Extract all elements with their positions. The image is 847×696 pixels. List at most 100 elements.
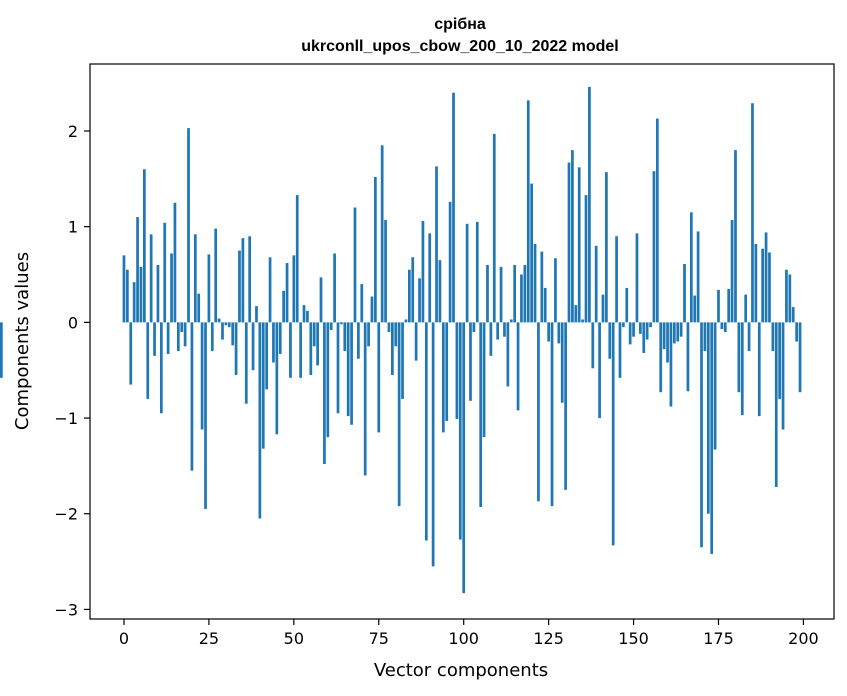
bar-153 (642, 322, 646, 353)
bar-176 (720, 322, 724, 330)
x-tick-label: 50 (284, 629, 304, 648)
bar-167 (689, 212, 693, 323)
bar-137 (588, 86, 591, 323)
y-tick-label: −1 (54, 409, 78, 428)
bar-42 (265, 322, 269, 390)
bar-113 (506, 322, 510, 387)
bar-191 (771, 322, 775, 352)
bar-86 (414, 322, 418, 361)
bar-158 (659, 322, 663, 393)
bar-123 (540, 251, 544, 323)
bar-133 (574, 305, 578, 323)
bar-5 (139, 266, 143, 323)
bar-50 (292, 255, 296, 323)
bar-68 (353, 207, 357, 323)
bar-162 (672, 322, 676, 344)
bar-1 (126, 269, 129, 323)
plot-frame (89, 63, 835, 620)
bar-91 (431, 322, 435, 567)
bar-70 (360, 284, 364, 323)
bar-2 (129, 322, 133, 385)
bar-51 (295, 195, 299, 323)
bar-83 (404, 319, 408, 323)
x-tick-label: 100 (448, 629, 479, 648)
bar-175 (717, 289, 720, 323)
bar-102 (469, 322, 472, 401)
bar-194 (781, 322, 785, 430)
bar-142 (605, 172, 608, 323)
bar-185 (751, 103, 754, 323)
bar-54 (306, 310, 309, 323)
bar-193 (778, 322, 781, 399)
bar-199 (798, 322, 802, 393)
bar-197 (791, 307, 795, 323)
bar-69 (357, 322, 360, 359)
bar-63 (336, 322, 340, 414)
bar-144 (611, 322, 615, 546)
bar-65 (343, 322, 347, 352)
bar-13 (166, 322, 170, 354)
bar-149 (628, 322, 632, 345)
bar-196 (788, 274, 792, 323)
y-tick-label: −2 (54, 505, 78, 524)
bar-21 (193, 234, 197, 323)
bar-189 (764, 232, 768, 323)
bar-28 (217, 318, 221, 323)
bar-87 (418, 278, 421, 323)
bar-39 (255, 306, 258, 323)
bar-155 (649, 322, 652, 328)
bar-81 (397, 322, 401, 507)
bar-139 (594, 245, 598, 323)
bar-134 (577, 167, 581, 323)
y-axis-label: Components values (12, 252, 33, 430)
bar-95 (445, 322, 449, 421)
bar-141 (601, 294, 605, 323)
bar-72 (367, 322, 370, 347)
x-axis-ticks: 0 25 50 75 100 125 150 175 200 (119, 619, 819, 648)
bar-111 (499, 266, 503, 323)
bar-67 (350, 322, 353, 425)
bar-23 (200, 322, 204, 430)
bar-7 (146, 322, 150, 399)
bar-107 (486, 264, 489, 323)
bar-195 (785, 269, 788, 323)
bar-100 (462, 322, 466, 594)
bar-56 (312, 322, 316, 347)
bar-0 (122, 255, 126, 323)
bar-96 (448, 201, 452, 323)
bar-30 (224, 322, 228, 326)
bar-40 (258, 322, 262, 519)
bar-31 (227, 322, 231, 328)
bar-98 (455, 322, 459, 420)
bar-128 (557, 322, 561, 344)
bar-49 (289, 322, 292, 378)
bar-114 (509, 319, 513, 323)
bar-178 (727, 288, 731, 323)
bar-124 (543, 287, 547, 323)
bar-66 (346, 322, 350, 417)
bar-115 (513, 264, 517, 323)
bar-122 (537, 322, 540, 502)
bar-116 (516, 322, 520, 411)
bar-103 (472, 322, 476, 332)
x-tick-label: 75 (369, 629, 389, 648)
bar-145 (615, 236, 618, 323)
x-tick-label: 0 (119, 629, 129, 648)
bar-101 (465, 223, 469, 323)
y-tick-label: 0 (68, 313, 78, 332)
bar-35 (241, 238, 245, 323)
bar-109 (492, 133, 496, 323)
bar-104 (475, 221, 479, 323)
bar-36 (244, 322, 248, 404)
bar-84 (407, 269, 411, 323)
bar-4 (136, 217, 139, 323)
bar-80 (394, 322, 398, 347)
bar-77 (384, 219, 387, 323)
bar-148 (625, 287, 629, 323)
bar-90 (428, 233, 432, 323)
bar-41 (261, 322, 265, 449)
bar-61 (329, 322, 333, 331)
bar-127 (554, 258, 557, 323)
bar-161 (669, 322, 673, 407)
x-tick-label: 125 (533, 629, 564, 648)
